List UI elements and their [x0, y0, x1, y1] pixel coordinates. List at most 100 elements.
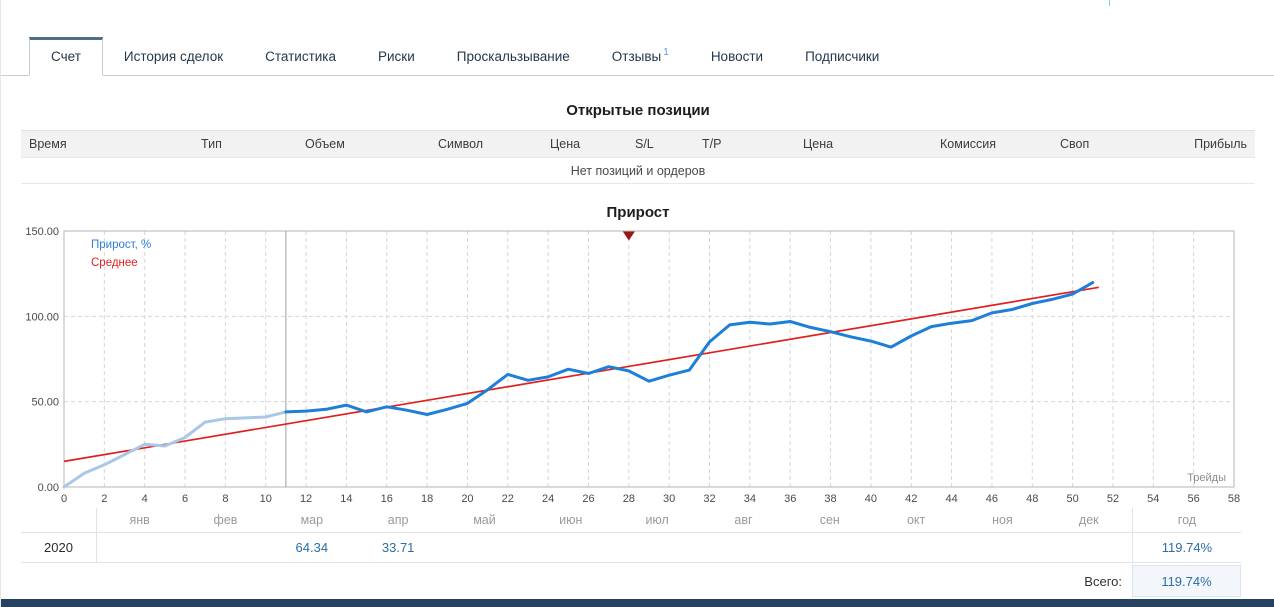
- x-tick-label: 14: [340, 493, 352, 505]
- total-label: Всего:: [1084, 573, 1122, 589]
- x-tick-label: 26: [582, 493, 594, 505]
- x-tick-label: 30: [663, 493, 675, 505]
- positions-header-row: Время Тип Объем Символ Цена S/L T/P Цена Комисси…: [21, 130, 1255, 158]
- tab-bar: Счет История сделок Статистика Риски Проскал…: [1, 33, 1274, 76]
- month-header-май: май: [473, 513, 496, 527]
- positions-col-header: Комиссия: [932, 130, 1052, 158]
- x-tick-label: 46: [986, 493, 998, 505]
- month-value-июл: [614, 533, 700, 562]
- event-marker-icon: [622, 231, 635, 241]
- tab-label: История сделок: [123, 49, 224, 64]
- tab-reviews[interactable]: Отзывы 1: [591, 38, 690, 75]
- tab-news[interactable]: Новости: [690, 38, 784, 75]
- open-positions-table: Время Тип Объем Символ Цена S/L T/P Цена Комисси…: [21, 130, 1255, 184]
- positions-col-header: S/L: [627, 130, 694, 158]
- x-tick-label: 22: [502, 493, 514, 505]
- tab-slippage[interactable]: Проскальзывание: [436, 38, 591, 75]
- y-tick-label: 150.00: [25, 226, 59, 238]
- x-tick-label: 28: [623, 493, 635, 505]
- positions-col-header: Время: [21, 130, 193, 158]
- positions-col-header: T/P: [694, 130, 795, 158]
- positions-col-header: Своп: [1052, 130, 1161, 158]
- tab-label: Статистика: [265, 49, 337, 64]
- x-tick-label: 36: [784, 493, 796, 505]
- positions-col-header: Символ: [430, 130, 542, 158]
- month-value-янв: [96, 533, 182, 562]
- tab-label: Проскальзывание: [456, 49, 570, 64]
- x-tick-label: 50: [1066, 493, 1078, 505]
- months-row-spacer: [21, 508, 96, 532]
- x-tick-label: 48: [1026, 493, 1038, 505]
- x-tick-label: 52: [1107, 493, 1119, 505]
- x-tick-label: 40: [865, 493, 877, 505]
- month-value-апр: 33.71: [381, 540, 415, 555]
- tab-risks[interactable]: Риски: [357, 38, 436, 75]
- tab-statistics[interactable]: Статистика: [244, 38, 357, 75]
- y-tick-label: 100.00: [25, 311, 59, 323]
- tab-label: Отзывы: [611, 49, 662, 64]
- tab-history[interactable]: История сделок: [103, 38, 244, 75]
- month-value-июн: [528, 533, 614, 562]
- x-tick-label: 24: [542, 493, 554, 505]
- x-tick-label: 10: [260, 493, 272, 505]
- month-header-янв: янв: [96, 508, 182, 532]
- x-tick-label: 18: [421, 493, 433, 505]
- total-value: 119.74%: [1132, 565, 1241, 597]
- month-header-окт: окт: [906, 513, 926, 527]
- x-tick-label: 4: [142, 493, 148, 505]
- month-header-фев: фев: [213, 513, 238, 527]
- y-tick-label: 0.00: [38, 482, 59, 494]
- month-header-апр: апр: [387, 513, 409, 527]
- x-tick-label: 58: [1228, 493, 1240, 505]
- growth-line-presplit: [62, 410, 288, 489]
- growth-line: [284, 281, 1095, 416]
- tab-account[interactable]: Счет: [29, 37, 103, 76]
- x-tick-label: 44: [945, 493, 957, 505]
- y-tick-label: 50.00: [31, 397, 59, 409]
- x-tick-label: 42: [905, 493, 917, 505]
- legend-item: Прирост, %: [91, 239, 151, 251]
- year-total-header: год: [1131, 508, 1241, 532]
- months-header-row: янв фев мар апр май июн июл авг сен окт ноя дек год: [21, 508, 1241, 533]
- month-header-июл: июл: [645, 513, 669, 527]
- total-row: Всего: 119.74%: [21, 563, 1241, 599]
- month-value-дек: [1046, 533, 1132, 562]
- month-value-ноя: [959, 533, 1045, 562]
- year-total-value: 119.74%: [1131, 533, 1241, 562]
- tab-label: Новости: [710, 49, 764, 64]
- positions-col-header: Прибыль: [1161, 130, 1255, 158]
- month-header-ноя: ноя: [992, 513, 1013, 527]
- average-line: [63, 286, 1099, 463]
- tab-label: Счет: [51, 49, 81, 64]
- positions-col-header: Цена: [795, 130, 932, 158]
- x-tick-label: 0: [61, 493, 67, 505]
- tab-badge-count: 1: [663, 47, 669, 58]
- positions-col-header: Тип: [193, 130, 297, 158]
- growth-chart-title: Прирост: [606, 204, 670, 221]
- month-header-июн: июн: [559, 513, 583, 527]
- x-tick-label: 20: [461, 493, 473, 505]
- x-tick-label: 32: [703, 493, 715, 505]
- positions-col-header: Цена: [542, 130, 627, 158]
- month-header-авг: авг: [734, 513, 753, 527]
- positions-col-header: Объем: [297, 130, 430, 158]
- x-tick-label: 2: [101, 493, 107, 505]
- x-tick-label: 54: [1147, 493, 1159, 505]
- tab-subscribers[interactable]: Подписчики: [784, 38, 900, 75]
- month-header-сен: сен: [819, 513, 840, 527]
- positions-empty-row: Нет позиций и ордеров: [21, 157, 1255, 184]
- x-tick-label: 56: [1188, 493, 1200, 505]
- open-positions-title: Открытые позиции: [566, 102, 710, 119]
- month-header-дек: дек: [1078, 513, 1099, 527]
- month-value-авг: [700, 533, 786, 562]
- positions-empty-cell: Нет позиций и ордеров: [21, 157, 1255, 184]
- month-value-мар: 64.34: [295, 540, 329, 555]
- x-tick-label: 8: [222, 493, 228, 505]
- month-value-май: [441, 533, 527, 562]
- year-label: 2020: [44, 540, 73, 555]
- x-tick-label: 38: [824, 493, 836, 505]
- tab-label: Риски: [378, 49, 415, 64]
- monthly-summary-table: янв фев мар апр май июн июл авг сен окт ноя дек год …: [21, 508, 1241, 599]
- x-tick-label: 12: [300, 493, 312, 505]
